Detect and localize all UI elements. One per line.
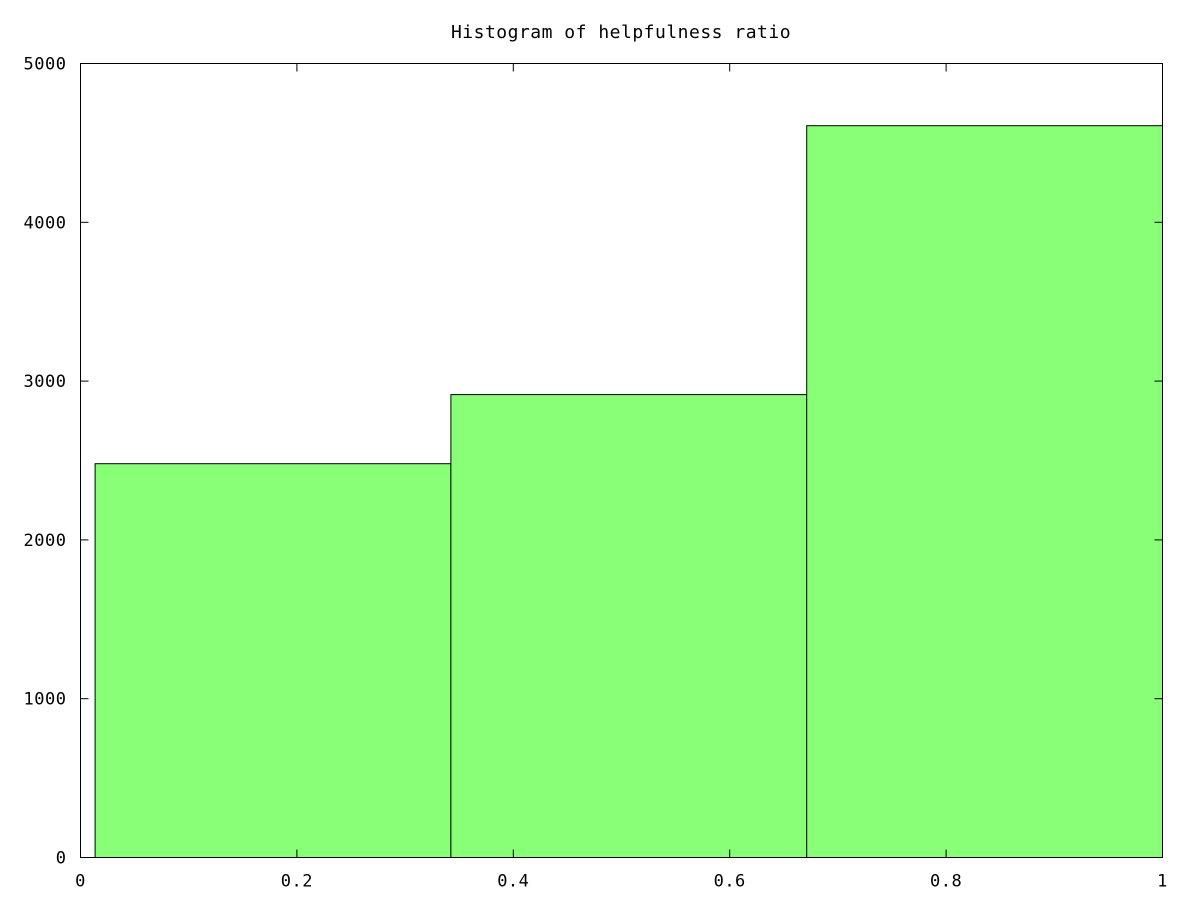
chart-title: Histogram of helpfulness ratio bbox=[451, 22, 791, 43]
y-tick-label-3: 3000 bbox=[24, 372, 67, 392]
y-tick-label-0: 0 bbox=[56, 849, 67, 869]
x-tick-label-3: 0.6 bbox=[714, 872, 746, 892]
y-tick-label-4: 4000 bbox=[24, 213, 67, 233]
ticks-layer bbox=[80, 63, 1163, 858]
histogram-bar-2 bbox=[450, 394, 808, 858]
y-tick-label-1: 1000 bbox=[24, 690, 67, 710]
tick-labels-layer: 0 0.2 0.4 0.6 0.8 1 0 1000 2000 3000 4000 5000 bbox=[24, 55, 1168, 892]
bars-layer bbox=[94, 125, 1163, 858]
y-tick-label-2: 2000 bbox=[24, 531, 67, 551]
histogram-bar-1 bbox=[94, 463, 452, 858]
histogram-bar-3 bbox=[806, 125, 1163, 858]
x-tick-label-1: 0.2 bbox=[281, 872, 313, 892]
x-tick-label-0: 0 bbox=[75, 872, 86, 892]
x-tick-label-5: 1 bbox=[1157, 872, 1168, 892]
plot-frame bbox=[80, 63, 1163, 858]
x-tick-label-4: 0.8 bbox=[930, 872, 962, 892]
y-tick-label-5: 5000 bbox=[24, 55, 67, 75]
x-tick-label-2: 0.4 bbox=[497, 872, 529, 892]
